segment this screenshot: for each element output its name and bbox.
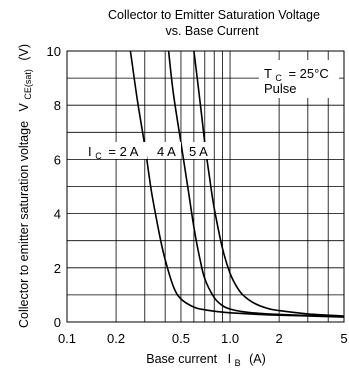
y-tick-label: 6 [54,152,61,167]
y-tick-label: 10 [47,44,61,59]
ic-label-5a: 5 A [189,144,208,159]
tc-symbol: T [264,66,272,81]
ic-symbol-sub: C [95,151,102,161]
x-axis-symbol: I [228,352,231,366]
ic-label-bg-1 [85,142,147,159]
x-axis-unit: (A) [249,352,266,366]
ic-label-2a: I C = 2 A [88,144,139,162]
x-tick-label: 5 [340,331,347,346]
series-line-1 [129,50,345,318]
x-axis-label: Base current I B (A) [146,352,266,369]
x-tick-label: 2 [276,331,283,346]
tick-labels: 0.1 0.2 0.5 1.0 2 5 0 2 4 6 8 10 [47,44,348,346]
x-tick-label: 0.1 [58,331,76,346]
chart-subtitle: vs. Base Current [165,24,259,38]
x-tick-label: 0.2 [107,331,125,346]
y-tick-label: 4 [54,207,61,222]
ic-symbol: I [88,144,92,159]
ic-label-bg-2 [155,142,181,159]
y-axis-label: Collector to emitter saturation voltage … [17,44,34,328]
x-axis-symbol-sub: B [235,358,241,368]
ic-value-2a: = 2 A [108,144,138,159]
ic-label-bg-3 [186,142,212,159]
pulse-annotation: Pulse [264,81,297,96]
y-tick-label: 8 [54,98,61,113]
x-tick-label: 1.0 [221,331,239,346]
y-tick-label: 0 [54,315,61,330]
x-axis-label-text: Base current [146,352,217,366]
y-axis-symbol: V [17,102,31,111]
chart-title: Collector to Emitter Saturation Voltage [108,8,320,22]
tc-annotation: T C = 25°C [264,66,329,84]
ic-label-4a: 4 A [157,144,176,159]
condition-box-bg [259,60,339,98]
tc-symbol-sub: C [275,73,282,83]
x-tick-label: 0.5 [172,331,190,346]
plot-frame [66,50,345,323]
y-axis-unit: (V) [17,44,31,61]
y-tick-label: 2 [54,261,61,276]
y-axis-symbol-sub: CE(sat) [23,69,33,100]
y-axis-label-text: Collector to emitter saturation voltage [17,121,31,328]
tc-value: = 25°C [288,66,328,81]
series-line-2 [167,50,345,318]
